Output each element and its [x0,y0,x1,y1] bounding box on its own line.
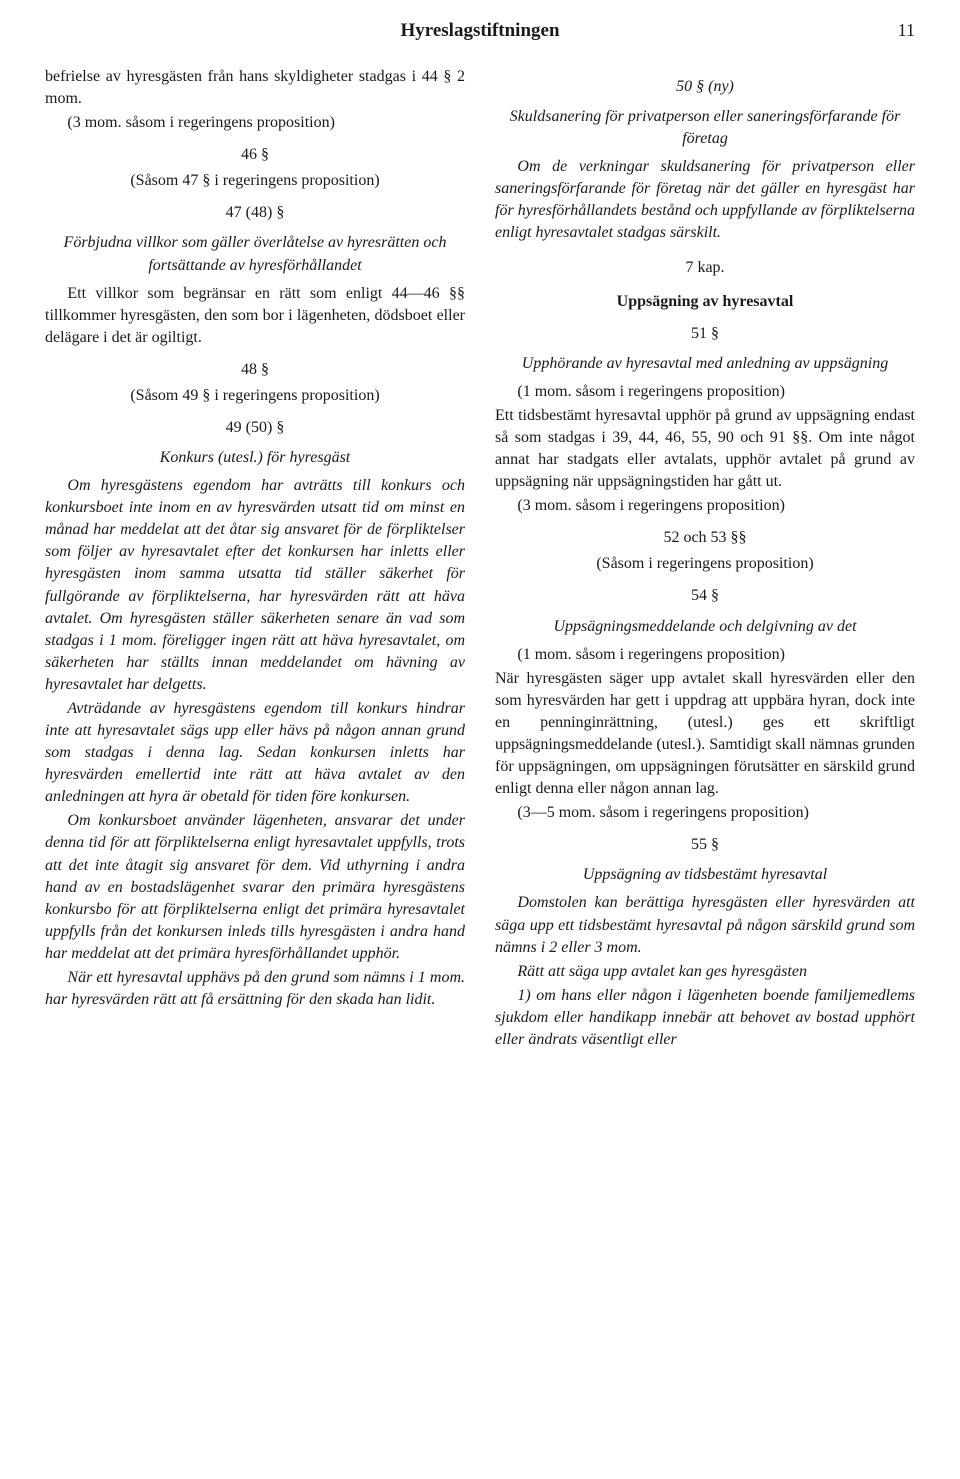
paragraph: Om de verkningar skuldsanering för priva… [495,156,915,244]
section-heading: Uppsägning av tidsbestämt hyresavtal [495,864,915,886]
paragraph: Om konkursboet använder lägenheten, ansv… [45,810,465,965]
right-column: 50 § (ny) Skuldsanering för privatperson… [495,66,915,1053]
paragraph: (3 mom. såsom i regeringens proposition) [45,112,465,134]
section-heading: Konkurs (utesl.) för hyresgäst [45,447,465,469]
paragraph: (Såsom 47 § i regeringens proposition) [45,170,465,192]
page-number: 11 [898,20,915,41]
paragraph: Ett tidsbestämt hyresavtal upphör på gru… [495,405,915,493]
section-heading: Uppsägningsmeddelande och delgivning av … [495,616,915,638]
section-heading: Upphörande av hyresavtal med anledning a… [495,353,915,375]
section-number: 50 § (ny) [495,76,915,98]
section-number: 51 § [495,323,915,345]
paragraph: (1 mom. såsom i regeringens proposition) [495,644,915,666]
page-title: Hyreslagstiftningen [400,20,559,41]
paragraph: Avträdande av hyresgästens egendom till … [45,698,465,808]
paragraph: Ett villkor som begränsar en rätt som en… [45,283,465,349]
section-number: 49 (50) § [45,417,465,439]
paragraph: (Såsom i regeringens proposition) [495,553,915,575]
paragraph: 1) om hans eller någon i lägenheten boen… [495,985,915,1051]
paragraph: När ett hyresavtal upphävs på den grund … [45,967,465,1011]
section-number: 54 § [495,585,915,607]
paragraph: Domstolen kan berättiga hyresgästen elle… [495,892,915,958]
paragraph: När hyresgästen säger upp avtalet skall … [495,668,915,800]
paragraph: Rätt att säga upp avtalet kan ges hyresg… [495,961,915,983]
section-heading: Skuldsanering för privatperson eller san… [495,106,915,150]
paragraph: (1 mom. såsom i regeringens proposition) [495,381,915,403]
left-column: befrielse av hyresgästen från hans skyld… [45,66,465,1053]
paragraph: Om hyresgästens egendom har avträtts til… [45,475,465,696]
chapter-number: 7 kap. [495,257,915,279]
section-number: 48 § [45,359,465,381]
section-number: 55 § [495,834,915,856]
section-number: 47 (48) § [45,202,465,224]
paragraph: befrielse av hyresgästen från hans skyld… [45,66,465,110]
section-number: 46 § [45,144,465,166]
page-header: Hyreslagstiftningen 11 [45,20,915,42]
section-number: 52 och 53 §§ [495,527,915,549]
paragraph: (3 mom. såsom i regeringens proposition) [495,495,915,517]
section-heading: Förbjudna villkor som gäller överlåtelse… [45,232,465,276]
chapter-title: Uppsägning av hyresavtal [495,291,915,313]
paragraph: (Såsom 49 § i regeringens proposition) [45,385,465,407]
text-columns: befrielse av hyresgästen från hans skyld… [45,66,915,1053]
paragraph: (3—5 mom. såsom i regeringens propositio… [495,802,915,824]
